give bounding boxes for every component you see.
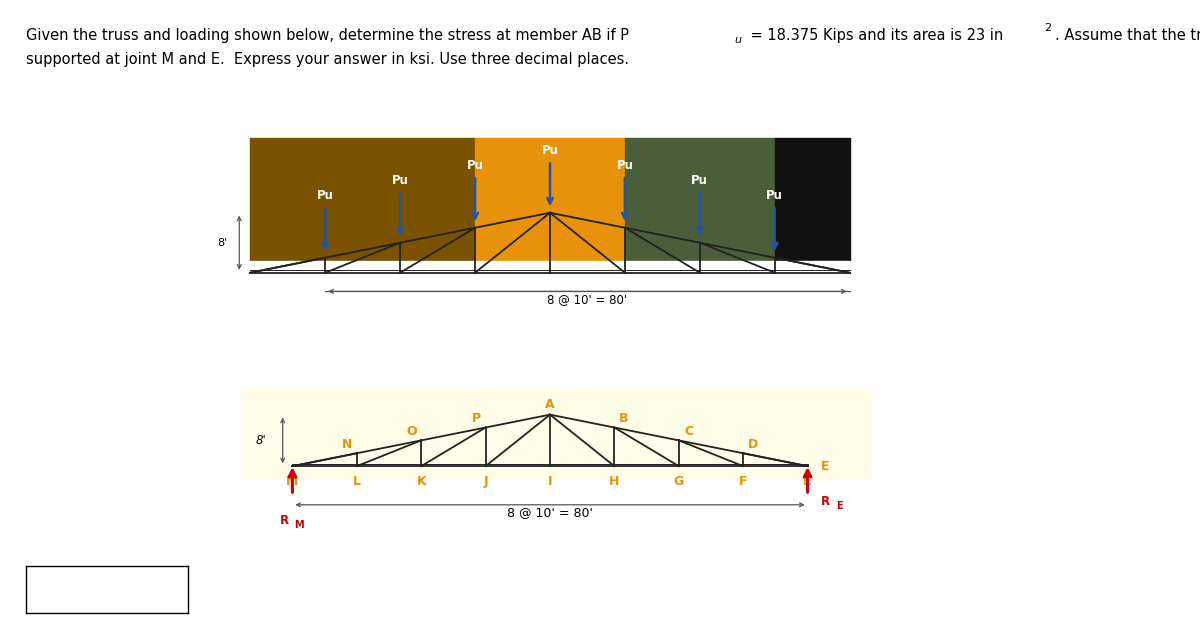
Text: K: K [416,474,426,487]
Text: = 18.375 Kips and its area is 23 in: = 18.375 Kips and its area is 23 in [746,28,1003,43]
Bar [475,138,625,272]
Text: Pu: Pu [391,174,409,187]
Text: Pu: Pu [541,143,558,157]
Text: Pu: Pu [617,159,634,172]
Text: u: u [734,35,742,45]
Text: N: N [342,438,353,451]
Text: Pu: Pu [317,189,334,201]
Text: M: M [287,474,299,487]
Text: O: O [407,425,416,438]
Text: R: R [280,515,289,527]
Text: C: C [684,425,694,438]
Text: F: F [739,474,748,487]
Text: . Assume that the truss are simply: . Assume that the truss are simply [1055,28,1200,43]
Text: 8 @ 10' = 80': 8 @ 10' = 80' [508,506,593,519]
Text: B: B [619,412,629,425]
Text: D: D [748,438,758,451]
Text: Pu: Pu [467,159,484,172]
Text: 2: 2 [1044,23,1051,33]
Bar [775,138,850,272]
Text: Pu: Pu [767,189,784,201]
Text: E: E [836,501,844,511]
Text: 8': 8' [217,238,228,248]
Text: A: A [545,398,554,411]
Text: 8': 8' [256,434,266,447]
Text: E: E [821,460,829,472]
Text: L: L [353,474,361,487]
Text: H: H [610,474,619,487]
Text: E: E [803,474,812,487]
Text: R: R [821,495,829,508]
Text: supported at joint M and E.  Express your answer in ksi. Use three decimal place: supported at joint M and E. Express your… [26,52,630,67]
Bar [251,267,850,272]
Text: M: M [294,520,304,530]
Text: P: P [472,412,480,425]
Text: Given the truss and loading shown below, determine the stress at member AB if P: Given the truss and loading shown below,… [26,28,629,43]
Text: 8 @ 10' = 80': 8 @ 10' = 80' [547,293,628,306]
Text: Pu: Pu [691,174,708,187]
Text: J: J [484,474,488,487]
Bar [241,389,872,479]
Bar [251,138,475,272]
Bar [625,138,775,272]
Text: G: G [673,474,684,487]
Bar [228,262,872,303]
Text: I: I [547,474,552,487]
